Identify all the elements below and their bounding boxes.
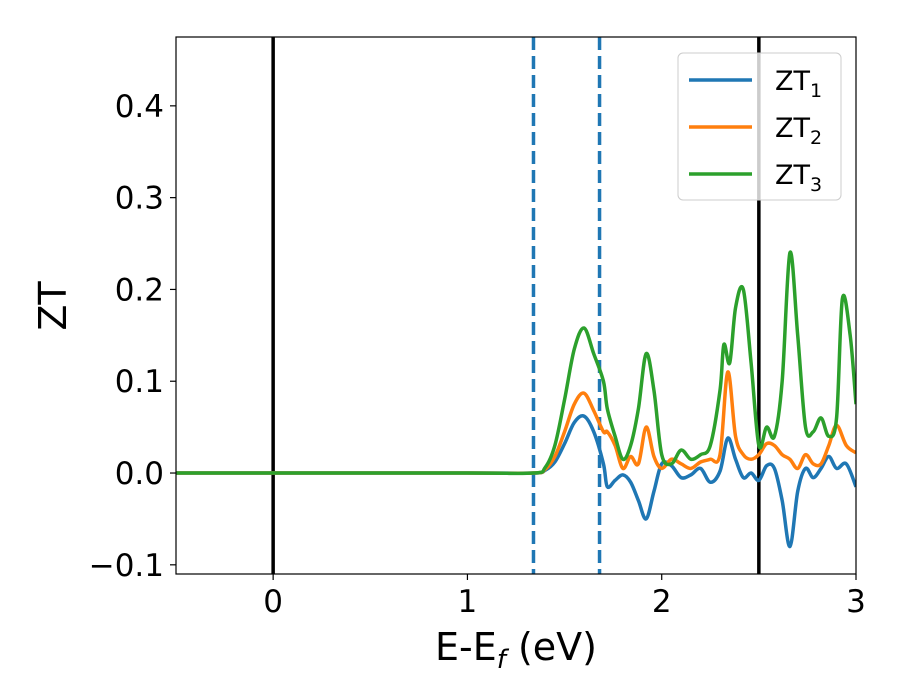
x-tick-label: 1 xyxy=(458,584,478,620)
y-tick-label: 0.1 xyxy=(115,364,164,400)
y-tick-label: 0.3 xyxy=(115,181,164,217)
x-tick-label: 0 xyxy=(263,584,283,620)
series-line-zt1 xyxy=(176,414,856,549)
series-line-zt2 xyxy=(176,370,856,476)
x-tick-label: 3 xyxy=(846,584,866,620)
legend: ZT1 ZT2 ZT3 xyxy=(677,52,842,201)
y-tick-label: 0.2 xyxy=(115,272,164,308)
x-axis-label: E-Ef (eV) xyxy=(435,625,597,675)
legend-label-zt2: ZT2 xyxy=(775,113,822,149)
legend-label-zt1: ZT1 xyxy=(775,66,822,102)
y-tick-label: −0.1 xyxy=(89,548,164,584)
y-axis-label: ZT xyxy=(31,281,75,331)
x-tick-label: 2 xyxy=(652,584,672,620)
y-tick-label: 0.4 xyxy=(115,89,164,125)
plot-frame xyxy=(175,36,857,575)
legend-label-zt3: ZT3 xyxy=(775,160,822,196)
y-tick-label: 0.0 xyxy=(115,456,164,492)
legend-box xyxy=(677,52,842,201)
x-axis-label-unit: (eV) xyxy=(506,625,597,669)
series-line-zt3 xyxy=(176,250,856,476)
